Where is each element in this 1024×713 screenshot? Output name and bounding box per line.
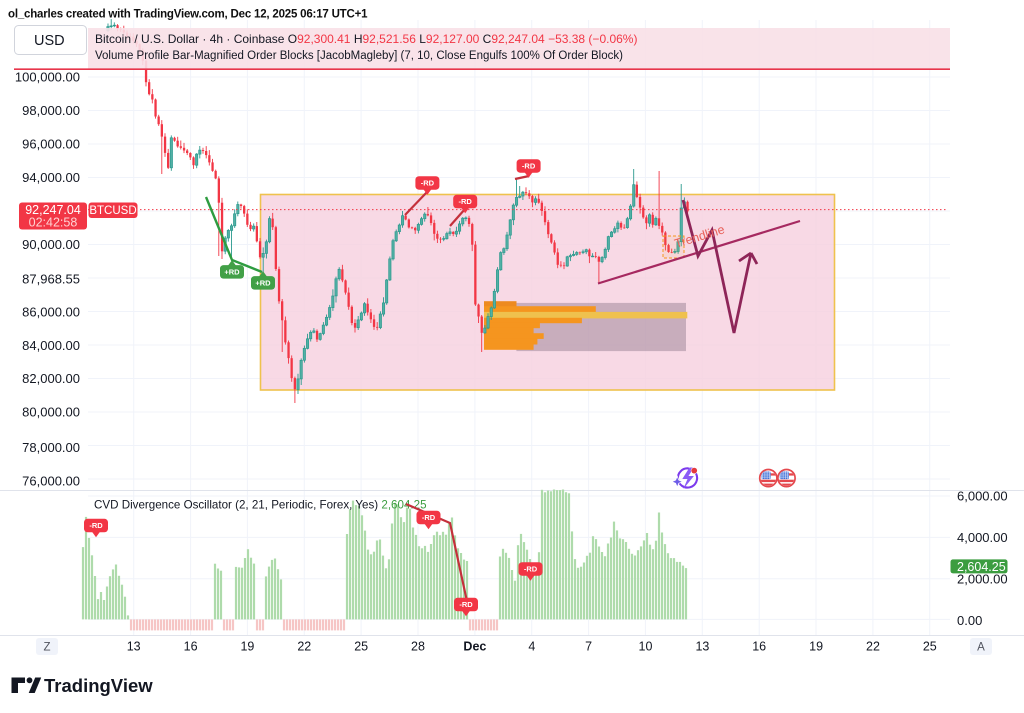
svg-text:94,000.00: 94,000.00 [22, 170, 80, 185]
svg-text:84,000.00: 84,000.00 [22, 338, 80, 353]
svg-text:+RD: +RD [224, 267, 240, 276]
svg-text:CVD Divergence Oscillator (2,: CVD Divergence Oscillator (2, 21, Period… [94, 499, 427, 512]
svg-text:Z: Z [43, 642, 50, 654]
svg-text:A: A [977, 642, 985, 654]
svg-text:22: 22 [866, 640, 880, 654]
svg-text:USD: USD [34, 33, 65, 49]
svg-text:Volume Profile Bar-Magnified O: Volume Profile Bar-Magnified Order Block… [95, 50, 623, 62]
svg-text:28: 28 [411, 640, 425, 654]
svg-text:16: 16 [184, 640, 198, 654]
svg-text:-RD: -RD [459, 197, 473, 206]
svg-text:Bitcoin / U.S. Dollar · 4h · C: Bitcoin / U.S. Dollar · 4h · Coinbase O9… [95, 32, 637, 46]
svg-text:92,247.04: 92,247.04 [25, 203, 81, 217]
svg-text:ol_charles created with Tradin: ol_charles created with TradingView.com,… [8, 9, 368, 21]
svg-text:-RD: -RD [459, 600, 473, 609]
svg-text:98,000.00: 98,000.00 [22, 103, 80, 118]
svg-text:82,000.00: 82,000.00 [22, 371, 80, 386]
svg-text:86,000.00: 86,000.00 [22, 305, 80, 320]
svg-text:2,000.00: 2,000.00 [957, 571, 1008, 586]
svg-text:90,000.00: 90,000.00 [22, 237, 80, 252]
svg-text:25: 25 [923, 640, 937, 654]
svg-text:02:42:58: 02:42:58 [29, 216, 78, 230]
svg-text:0.00: 0.00 [957, 613, 982, 628]
svg-text:+RD: +RD [255, 278, 271, 287]
svg-text:-RD: -RD [421, 179, 435, 188]
svg-text:-RD: -RD [524, 565, 538, 574]
svg-text:4: 4 [528, 640, 535, 654]
svg-text:-RD: -RD [522, 162, 536, 171]
svg-text:80,000.00: 80,000.00 [22, 405, 80, 420]
svg-text:13: 13 [695, 640, 709, 654]
svg-text:BTCUSD: BTCUSD [89, 205, 136, 217]
svg-text:TradingView: TradingView [44, 675, 153, 696]
svg-text:13: 13 [127, 640, 141, 654]
svg-text:-RD: -RD [422, 513, 436, 522]
svg-text:19: 19 [240, 640, 254, 654]
svg-text:16: 16 [752, 640, 766, 654]
svg-text:96,000.00: 96,000.00 [22, 137, 80, 152]
svg-text:7: 7 [585, 640, 592, 654]
svg-text:22: 22 [297, 640, 311, 654]
svg-text:4,000.00: 4,000.00 [957, 530, 1008, 545]
svg-text:87,968.55: 87,968.55 [22, 272, 80, 287]
svg-text:10: 10 [639, 640, 653, 654]
svg-text:76,000.00: 76,000.00 [22, 474, 80, 489]
svg-text:19: 19 [809, 640, 823, 654]
svg-text:6,000.00: 6,000.00 [957, 489, 1008, 504]
svg-text:Dec: Dec [463, 640, 486, 654]
svg-text:100,000.00: 100,000.00 [15, 70, 80, 85]
svg-text:-RD: -RD [89, 521, 103, 530]
svg-text:2,604.25: 2,604.25 [957, 560, 1006, 574]
svg-text:25: 25 [354, 640, 368, 654]
svg-text:78,000.00: 78,000.00 [22, 440, 80, 455]
